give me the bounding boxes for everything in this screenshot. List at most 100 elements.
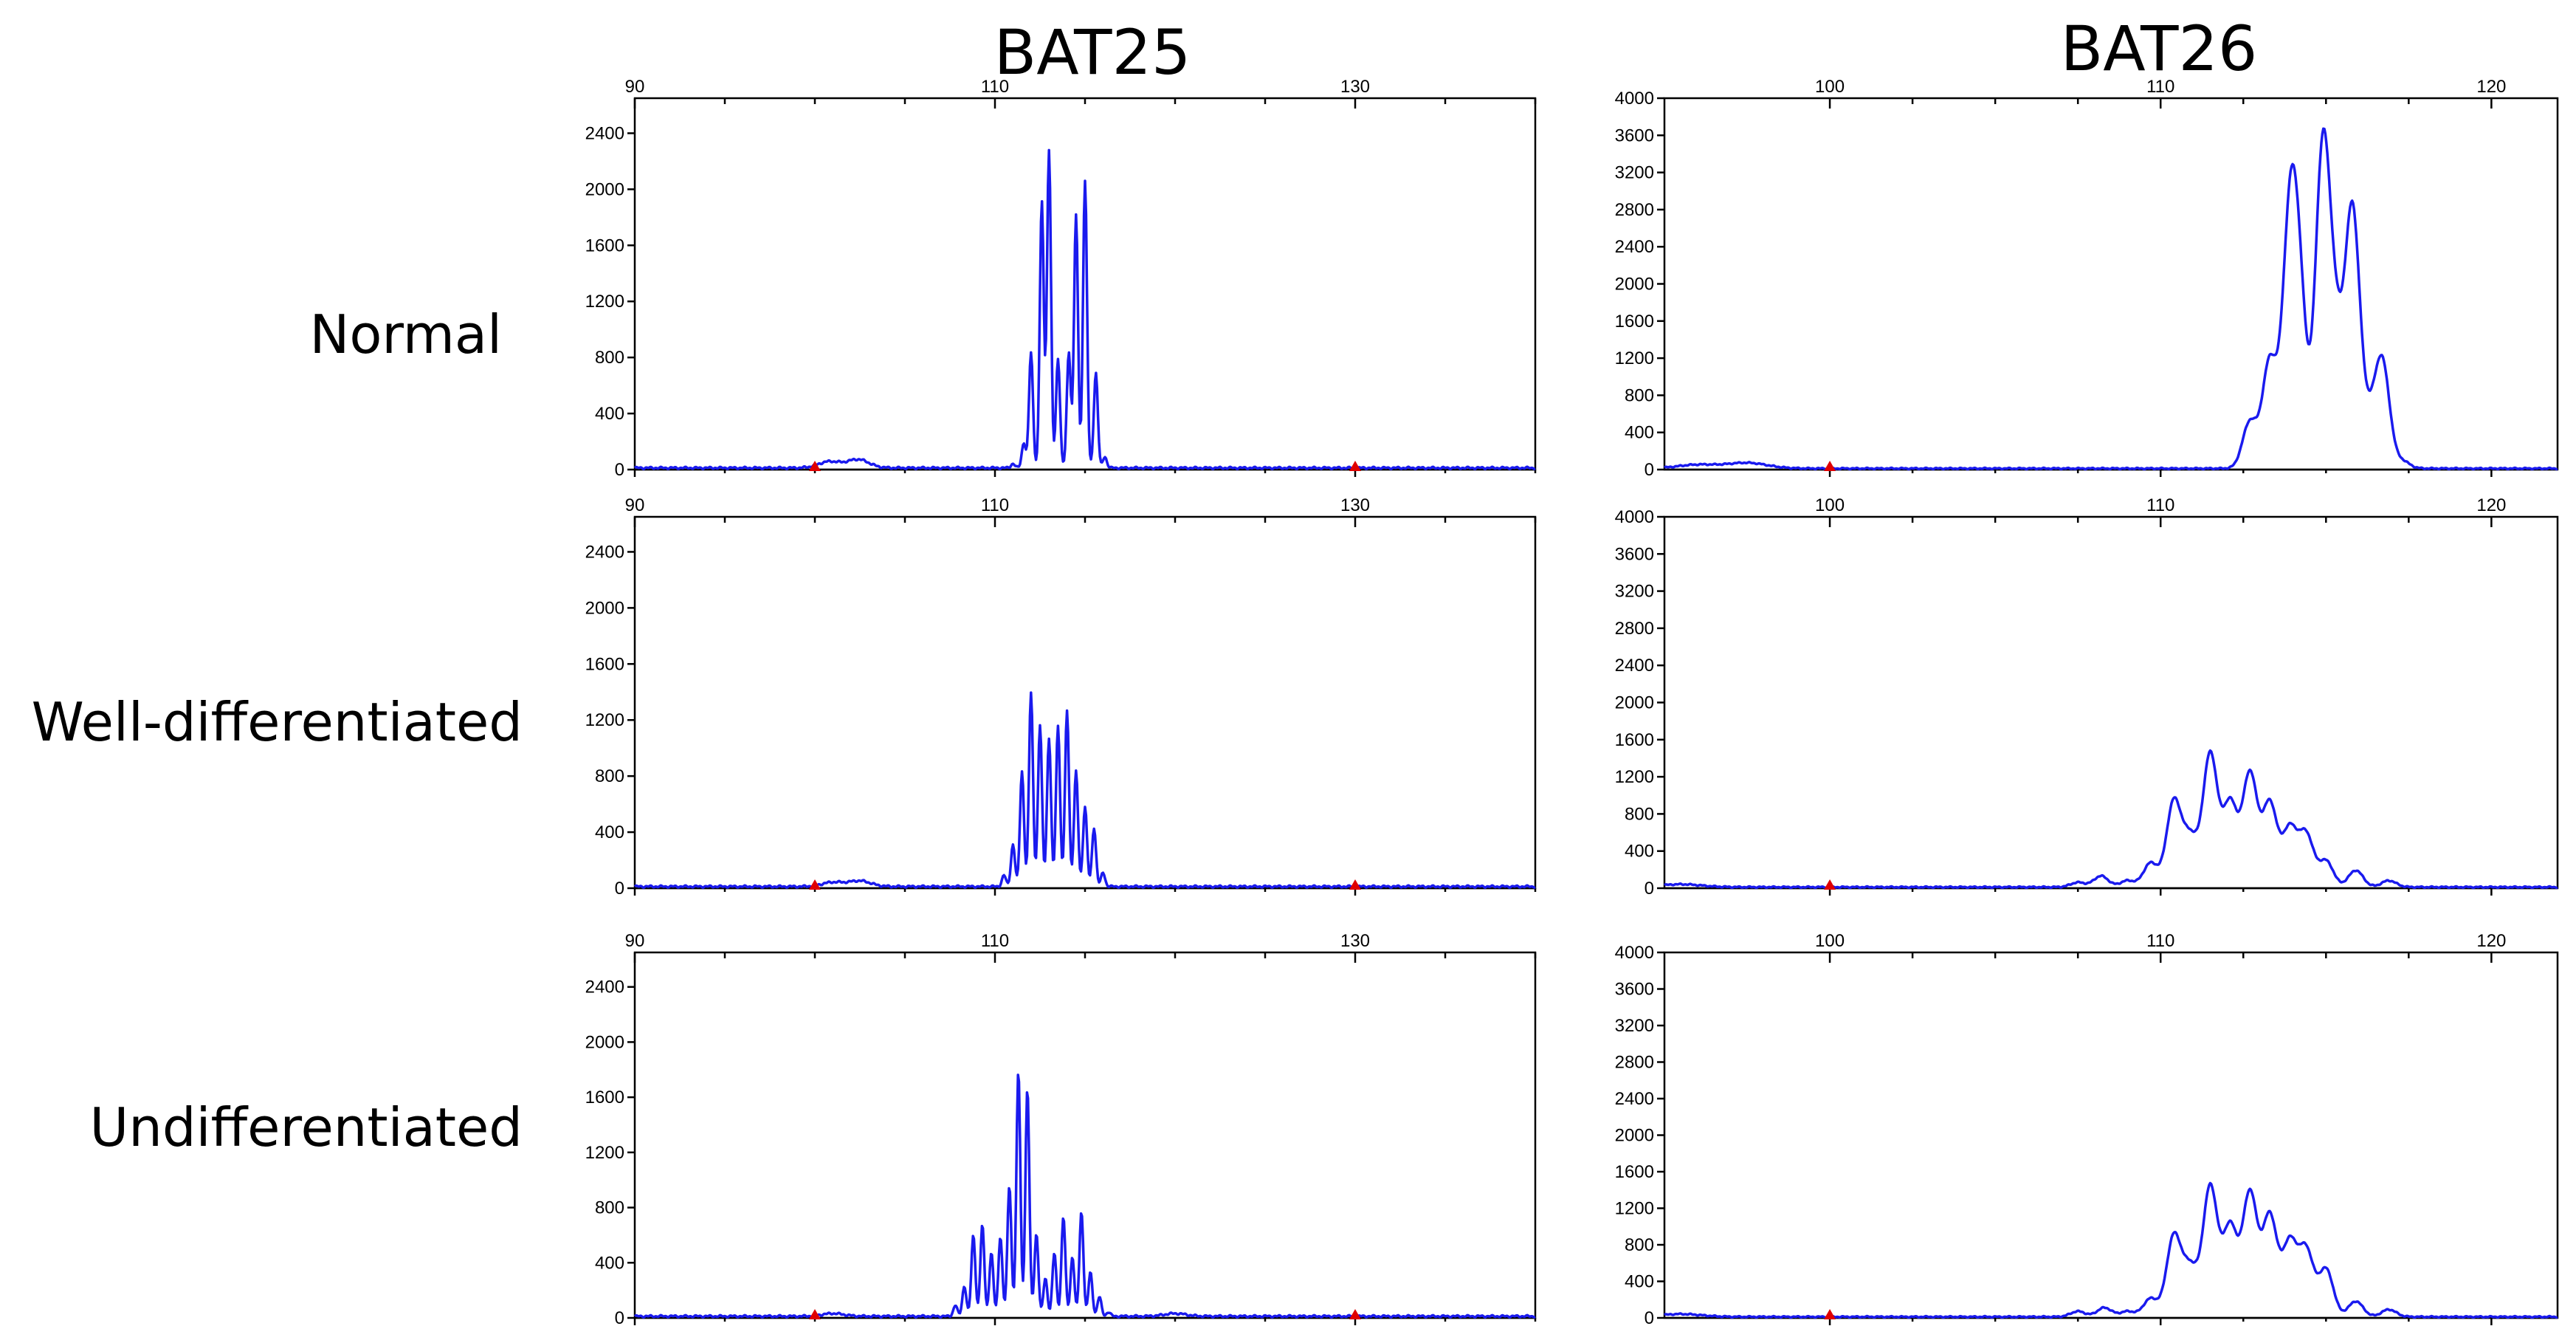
y-tick-label: 3200 — [1615, 1016, 1654, 1036]
trace-line — [633, 1074, 1536, 1319]
column-title-bat25: BAT25 — [994, 16, 1191, 89]
trace-line — [1664, 127, 2558, 471]
y-tick-label: 800 — [595, 348, 624, 368]
trace-line — [633, 691, 1536, 889]
y-tick-label: 2400 — [1615, 1089, 1654, 1109]
x-tick-label: 120 — [2476, 77, 2506, 97]
y-tick-label: 1600 — [1615, 730, 1654, 750]
y-tick-label: 2000 — [585, 179, 624, 199]
plot-frame — [633, 97, 1537, 471]
y-tick-label: 400 — [595, 822, 624, 842]
y-tick-label: 800 — [1625, 1235, 1654, 1255]
y-tick-label: 2800 — [1615, 200, 1654, 220]
y-tick-label: 3600 — [1615, 544, 1654, 564]
y-tick-label: 3200 — [1615, 163, 1654, 183]
y-tick-label: 800 — [595, 766, 624, 786]
y-tick-label: 2400 — [585, 542, 624, 562]
y-tick-label: 800 — [595, 1198, 624, 1218]
y-tick-label: 0 — [615, 879, 624, 899]
x-tick-label: 90 — [625, 931, 645, 951]
size-standard-marker — [809, 1309, 821, 1319]
y-tick-label: 2400 — [1615, 656, 1654, 676]
y-tick-label: 2400 — [585, 978, 624, 997]
y-tick-label: 1200 — [1615, 767, 1654, 787]
x-tick-label: 100 — [1815, 77, 1845, 97]
x-tick-label: 130 — [1340, 495, 1370, 515]
size-standard-marker — [809, 879, 821, 890]
y-tick-label: 1200 — [585, 710, 624, 730]
panel-bat26-undifferentiated: 0 400 800 1200 1600 2000 2400 2800 3200 3600 4000 1… — [1615, 931, 2559, 1328]
x-tick-label: 100 — [1815, 495, 1845, 515]
y-tick-label: 400 — [1625, 842, 1654, 862]
y-tick-label: 0 — [615, 1308, 624, 1328]
panel-bat26-normal: 0 400 800 1200 1600 2000 2400 2800 3200 3600 4000 1… — [1615, 77, 2559, 480]
y-tick-label: 1200 — [1615, 348, 1654, 368]
y-tick-label: 3200 — [1615, 582, 1654, 602]
row-label-well-differentiated: Well-differentiated — [32, 691, 523, 753]
plot-frame — [633, 951, 1537, 1319]
size-standard-marker — [1349, 461, 1361, 471]
plot-frame — [633, 515, 1537, 890]
y-tick-label: 0 — [1645, 879, 1654, 899]
size-standard-marker — [1349, 879, 1361, 890]
y-tick-label: 4000 — [1615, 89, 1654, 109]
y-tick-label: 1200 — [585, 1143, 624, 1163]
y-tick-label: 2000 — [1615, 275, 1654, 295]
panel-bat25-normal: 0 400 800 1200 1600 2000 2400 90 110 130 — [585, 77, 1537, 480]
y-tick-label: 2400 — [1615, 237, 1654, 257]
y-tick-label: 3600 — [1615, 980, 1654, 1000]
y-tick-label: 2800 — [1615, 1053, 1654, 1073]
y-tick-label: 4000 — [1615, 507, 1654, 527]
plot-frame — [1663, 951, 2559, 1319]
plot-frame — [1663, 97, 2559, 471]
y-tick-label: 2400 — [585, 123, 624, 143]
x-tick-label: 130 — [1340, 931, 1370, 951]
y-tick-label: 2000 — [1615, 693, 1654, 713]
trace-line — [1664, 1181, 2558, 1319]
y-tick-label: 3600 — [1615, 126, 1654, 145]
row-label-undifferentiated: Undifferentiated — [90, 1096, 523, 1158]
trace-line — [633, 148, 1536, 470]
size-standard-marker — [1824, 1309, 1836, 1319]
panel-bat25-undifferentiated: 0 400 800 1200 1600 2000 2400 90 110 130 — [585, 931, 1537, 1328]
y-tick-label: 1600 — [1615, 1162, 1654, 1182]
plot-frame — [1663, 515, 2559, 890]
panel-bat25-well-differentiated: 0 400 800 1200 1600 2000 2400 90 110 130 — [585, 495, 1537, 899]
y-tick-label: 2000 — [585, 598, 624, 618]
row-label-normal: Normal — [309, 303, 502, 365]
x-tick-label: 100 — [1815, 931, 1845, 951]
x-tick-label: 110 — [2146, 931, 2174, 951]
x-tick-label: 110 — [2146, 77, 2174, 97]
x-tick-label: 120 — [2476, 931, 2506, 951]
size-standard-marker — [1349, 1309, 1361, 1319]
y-tick-label: 1600 — [1615, 312, 1654, 332]
y-tick-label: 4000 — [1615, 943, 1654, 963]
y-tick-label: 0 — [615, 460, 624, 480]
y-tick-label: 1200 — [1615, 1199, 1654, 1219]
x-tick-label: 90 — [625, 77, 645, 97]
size-standard-marker — [1824, 461, 1836, 471]
y-tick-label: 400 — [1625, 423, 1654, 443]
y-tick-label: 400 — [595, 404, 624, 424]
y-tick-label: 1200 — [585, 292, 624, 312]
y-tick-label: 800 — [1625, 804, 1654, 824]
y-tick-label: 1600 — [585, 236, 624, 255]
x-tick-label: 110 — [2146, 495, 2174, 515]
y-tick-label: 2000 — [585, 1032, 624, 1052]
y-tick-label: 400 — [1625, 1272, 1654, 1292]
x-tick-label: 110 — [981, 931, 1009, 951]
y-tick-label: 2000 — [1615, 1126, 1654, 1146]
x-tick-label: 110 — [981, 77, 1009, 97]
y-tick-label: 1600 — [585, 654, 624, 674]
y-tick-label: 1600 — [585, 1088, 624, 1107]
column-title-bat26: BAT26 — [2061, 13, 2258, 85]
trace-line — [1664, 749, 2558, 890]
size-standard-marker — [1824, 879, 1836, 890]
panel-bat26-well-differentiated: 0 400 800 1200 1600 2000 2400 2800 3200 3600 4000 1… — [1615, 495, 2559, 899]
y-tick-label: 2800 — [1615, 619, 1654, 639]
y-tick-label: 800 — [1625, 385, 1654, 405]
y-tick-label: 400 — [595, 1253, 624, 1273]
x-tick-label: 120 — [2476, 495, 2506, 515]
